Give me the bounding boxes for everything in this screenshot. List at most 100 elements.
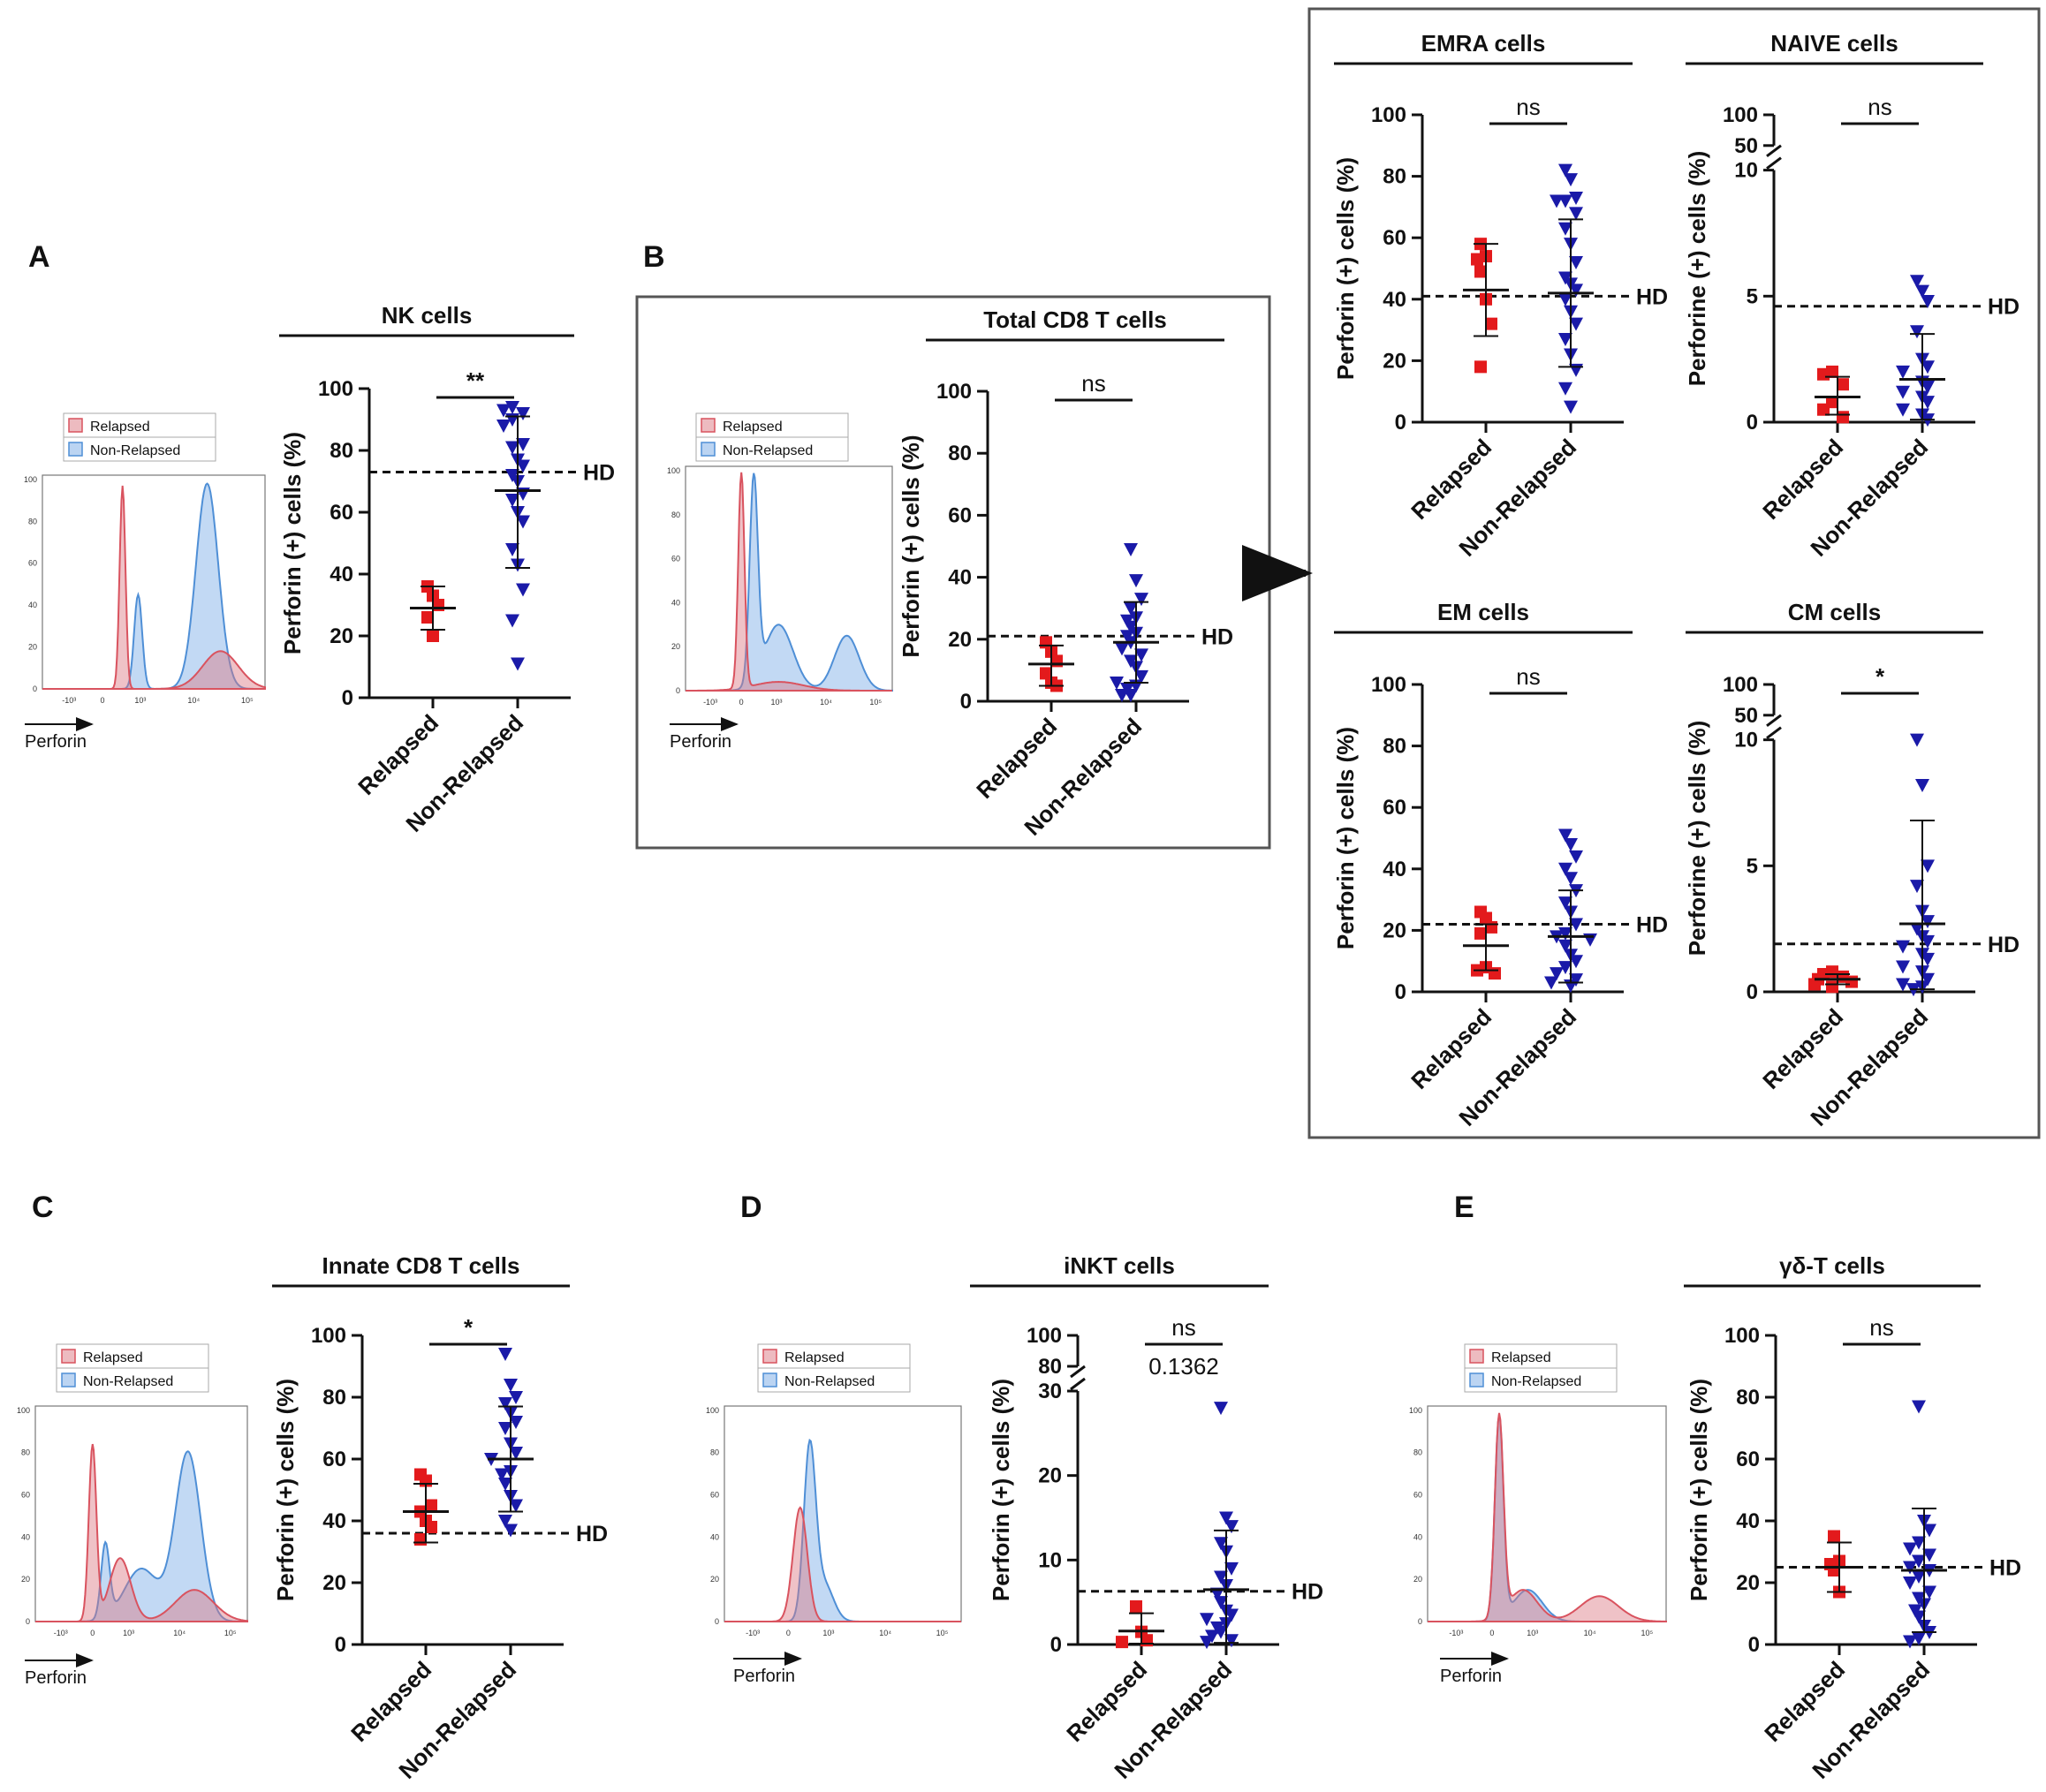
- data-point-non-relapsed: [1115, 642, 1129, 656]
- legend-label-non-relapsed: Non-Relapsed: [723, 443, 813, 458]
- data-point-non-relapsed: [1903, 1577, 1917, 1590]
- hd-label: HD: [576, 1522, 608, 1546]
- histogram-x-tick: 10³: [123, 1629, 134, 1637]
- data-point-non-relapsed: [509, 1499, 523, 1513]
- histogram-y-tick: 40: [1413, 1532, 1422, 1541]
- data-point-non-relapsed: [1896, 940, 1910, 954]
- histogram-y-tick: 20: [1413, 1575, 1422, 1584]
- data-point-relapsed: [1845, 975, 1858, 988]
- y-tick-label: 40: [1383, 288, 1406, 312]
- data-point-relapsed: [1474, 265, 1487, 278]
- data-point-non-relapsed: [1564, 872, 1578, 886]
- data-point-non-relapsed: [1903, 1561, 1917, 1575]
- legend-label-non-relapsed: Non-Relapsed: [83, 1374, 173, 1389]
- histogram-x-tick: 10⁵: [936, 1629, 949, 1637]
- y-tick-label: 40: [948, 566, 972, 590]
- legend-swatch-non-relapsed: [68, 442, 83, 457]
- y-tick-label: 40: [322, 1509, 346, 1533]
- data-point-relapsed: [425, 1521, 437, 1533]
- significance-label: ns: [1516, 94, 1540, 120]
- histogram-x-tick: 0: [1489, 1629, 1494, 1637]
- significance-label: **: [466, 367, 485, 394]
- axis-break-mark: [1766, 156, 1782, 170]
- y-tick-label: 20: [1038, 1464, 1062, 1488]
- data-point-non-relapsed: [1921, 934, 1935, 949]
- data-point-relapsed: [1116, 1636, 1128, 1649]
- histogram-x-tick: 10⁵: [224, 1629, 237, 1637]
- data-point-non-relapsed: [1564, 837, 1578, 851]
- data-point-non-relapsed: [1915, 284, 1929, 299]
- data-point-non-relapsed: [1224, 1561, 1239, 1576]
- data-point-non-relapsed: [495, 1468, 509, 1482]
- x-category-label: Relapsed: [1406, 434, 1497, 525]
- significance-label: ns: [1516, 663, 1540, 690]
- histogram-x-tick: -10³: [54, 1629, 68, 1637]
- legend-label-relapsed: Relapsed: [90, 420, 150, 435]
- legend-swatch-relapsed: [762, 1349, 777, 1364]
- histogram-curve-non-relapsed: [724, 1438, 961, 1622]
- data-point-relapsed: [1485, 317, 1497, 330]
- data-point-non-relapsed: [1210, 1587, 1224, 1601]
- y-tick-label: 0: [960, 690, 972, 714]
- data-point-relapsed: [1130, 1599, 1142, 1613]
- histogram-y-tick: 0: [33, 684, 37, 693]
- histogram-x-tick: 0: [90, 1629, 95, 1637]
- histogram-x-tick: 10³: [1527, 1629, 1538, 1637]
- histogram-curve-non-relapsed: [686, 473, 893, 692]
- data-point-non-relapsed: [1912, 1400, 1926, 1414]
- legend-swatch-relapsed: [701, 418, 716, 433]
- data-point-non-relapsed: [509, 1416, 523, 1429]
- data-point-non-relapsed: [1569, 955, 1583, 969]
- data-point-non-relapsed: [1912, 1610, 1926, 1624]
- y-tick-label: 0: [1748, 1633, 1760, 1657]
- x-category-label: Relapsed: [352, 709, 443, 800]
- data-point-non-relapsed: [1915, 779, 1929, 793]
- plot-title: NK cells: [382, 302, 473, 329]
- data-point-non-relapsed: [1921, 396, 1935, 410]
- data-point-non-relapsed: [1921, 381, 1935, 395]
- data-point-non-relapsed: [1224, 1520, 1239, 1534]
- data-point-non-relapsed: [504, 1524, 518, 1538]
- y-tick-label: 0: [1395, 411, 1406, 435]
- histogram-y-tick: 100: [667, 466, 680, 475]
- data-point-non-relapsed: [1896, 978, 1910, 992]
- data-point-non-relapsed: [505, 441, 519, 455]
- hd-label: HD: [1201, 624, 1233, 649]
- data-point-non-relapsed: [1569, 256, 1583, 270]
- data-point-non-relapsed: [1558, 828, 1572, 843]
- legend-swatch-relapsed: [1469, 1349, 1484, 1364]
- data-point-non-relapsed: [1558, 939, 1572, 953]
- data-point-non-relapsed: [1922, 1585, 1936, 1599]
- data-point-relapsed: [1040, 667, 1052, 680]
- data-point-relapsed: [1817, 367, 1830, 381]
- histogram-x-tick: 10⁵: [241, 696, 254, 705]
- data-point-non-relapsed: [1921, 972, 1935, 987]
- legend-label-relapsed: Relapsed: [1491, 1350, 1551, 1365]
- y-tick-label: 40: [1383, 858, 1406, 881]
- y-tick-label: 20: [322, 1571, 346, 1595]
- data-point-non-relapsed: [1896, 960, 1910, 974]
- data-point-non-relapsed: [1921, 952, 1935, 966]
- histogram-y-tick: 60: [28, 559, 37, 568]
- data-point-non-relapsed: [1110, 676, 1124, 690]
- x-category-label: Relapsed: [1406, 1003, 1497, 1094]
- histogram-y-tick: 80: [1413, 1448, 1422, 1457]
- data-point-relapsed: [1471, 253, 1483, 266]
- data-point-non-relapsed: [516, 407, 530, 420]
- y-tick-label: 5: [1747, 284, 1758, 308]
- legend-swatch-non-relapsed: [61, 1372, 76, 1387]
- histogram-frame: [724, 1405, 962, 1622]
- legend-swatch-non-relapsed: [1469, 1372, 1484, 1387]
- data-point-non-relapsed: [1214, 1570, 1228, 1584]
- y-tick-label: 80: [330, 439, 353, 463]
- histogram-y-tick: 80: [710, 1448, 719, 1457]
- data-point-non-relapsed: [1896, 385, 1910, 399]
- hd-label: HD: [1988, 295, 2019, 320]
- histogram-x-tick: 10³: [134, 696, 146, 705]
- plot-title: iNKT cells: [1064, 1252, 1175, 1279]
- histogram-curve-relapsed: [35, 1443, 248, 1622]
- data-point-non-relapsed: [1214, 1596, 1228, 1610]
- histogram-curve-relapsed: [724, 1506, 961, 1622]
- data-point-non-relapsed: [496, 420, 511, 433]
